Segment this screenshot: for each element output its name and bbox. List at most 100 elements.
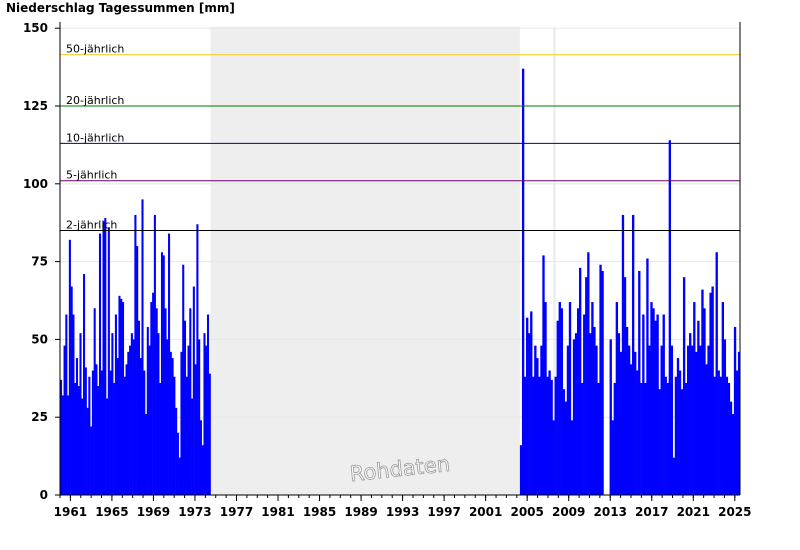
bar-0-3 <box>65 314 68 495</box>
y-tick-label-0: 0 <box>40 488 48 502</box>
bar-0-2 <box>63 345 66 495</box>
bar-1-27 <box>574 333 578 495</box>
bar-0-62 <box>169 351 172 495</box>
bar-0-28 <box>109 370 112 495</box>
bar-1-87 <box>697 320 700 495</box>
bar-0-23 <box>100 370 103 495</box>
bar-1-72 <box>666 382 669 495</box>
bar-1-66 <box>654 320 657 495</box>
bar-1-100 <box>723 339 727 495</box>
bar-1-95 <box>713 376 716 495</box>
bar-1-106 <box>735 370 739 495</box>
bar-0-45 <box>139 358 142 495</box>
bar-0-19 <box>93 308 96 495</box>
y-tick-label-1: 25 <box>31 410 48 424</box>
bar-0-69 <box>182 264 185 495</box>
bar-1-20 <box>560 308 564 495</box>
return-period-lines: 50-jährlich 20-jährlich 10-jährlich 5-jährl… <box>60 43 740 231</box>
bar-1-74 <box>670 345 674 495</box>
bar-0-75 <box>192 286 195 495</box>
bar-1-79 <box>680 389 684 495</box>
bar-1-103 <box>729 401 733 495</box>
bar-0-61 <box>168 233 171 496</box>
bar-1-29 <box>579 267 582 495</box>
bar-0-77 <box>196 224 199 495</box>
bar-0-34 <box>120 298 123 495</box>
bar-1-59 <box>640 382 643 495</box>
bar-1-62 <box>646 258 649 495</box>
y-tick-label-3: 75 <box>31 255 48 269</box>
bar-1-44 <box>609 339 612 495</box>
bar-1-21 <box>562 389 566 495</box>
bar-1-10 <box>540 345 543 495</box>
bar-1-38 <box>597 382 600 495</box>
bar-0-6 <box>70 286 73 495</box>
bar-1-47 <box>615 302 619 495</box>
bar-1-17 <box>554 376 557 495</box>
bar-1-86 <box>695 351 698 495</box>
bar-1-9 <box>538 376 541 495</box>
y-tick-label-2: 50 <box>31 332 48 346</box>
bar-0-30 <box>113 382 116 495</box>
axes: 0 25 50 75 100 125 150 1961 1965 1969 1973 1977 1981… <box>23 21 752 519</box>
bar-0-42 <box>134 214 137 495</box>
bar-1-53 <box>627 345 631 495</box>
bar-1-12 <box>544 302 547 495</box>
bar-0-44 <box>137 320 140 495</box>
bar-0-64 <box>173 376 176 495</box>
bar-0-33 <box>118 295 121 495</box>
bar-0-4 <box>67 395 70 495</box>
x-tick-label-0: 1961 <box>54 505 87 519</box>
bar-0-10 <box>77 386 80 495</box>
bar-0-7 <box>72 314 75 495</box>
bar-0-31 <box>114 314 117 495</box>
bar-1-31 <box>583 314 586 495</box>
bar-1-11 <box>542 255 545 495</box>
bar-0-17 <box>90 426 93 495</box>
bar-1-107 <box>737 351 741 495</box>
bar-0-15 <box>86 407 89 495</box>
bar-1-26 <box>572 339 576 495</box>
bar-0-82 <box>205 345 208 495</box>
bar-1-22 <box>564 401 568 495</box>
bar-1-85 <box>693 302 696 495</box>
bar-1-51 <box>623 277 627 495</box>
x-tick-label-16: 2025 <box>718 505 751 519</box>
bar-1-102 <box>727 382 731 495</box>
bar-0-48 <box>145 414 148 495</box>
x-tick-label-8: 1993 <box>386 505 419 519</box>
bar-1-69 <box>660 345 663 495</box>
bar-0-40 <box>130 333 133 495</box>
bar-1-77 <box>676 358 680 495</box>
bar-0-50 <box>148 345 151 495</box>
bar-1-57 <box>636 370 639 495</box>
bar-1-30 <box>581 382 584 495</box>
x-tick-label-5: 1981 <box>261 505 294 519</box>
bar-0-37 <box>125 364 128 495</box>
bar-0-57 <box>160 252 164 495</box>
bar-1-73 <box>668 140 672 495</box>
bar-0-52 <box>152 292 155 495</box>
bar-1-34 <box>589 333 592 495</box>
x-tick-label-4: 1977 <box>220 505 253 519</box>
x-tick-label-6: 1985 <box>303 505 336 519</box>
x-tick-label-10: 2001 <box>469 505 502 519</box>
bar-0-59 <box>164 308 167 495</box>
bar-1-97 <box>717 370 720 495</box>
bar-0-9 <box>75 358 79 495</box>
bar-0-84 <box>208 373 211 495</box>
no-data-period-1 <box>553 26 556 495</box>
bar-1-78 <box>678 370 682 495</box>
threshold-label-2: 10-jährlich <box>66 131 124 144</box>
bar-1-65 <box>652 308 655 495</box>
bar-1-76 <box>674 376 678 495</box>
bar-0-78 <box>198 339 201 495</box>
bar-0-1 <box>61 395 64 495</box>
bar-0-12 <box>81 398 84 495</box>
bar-0-60 <box>166 339 169 495</box>
bar-1-83 <box>689 333 692 495</box>
bar-1-105 <box>733 326 737 495</box>
bar-1-35 <box>591 302 594 495</box>
chart-title: Niederschlag Tagessummen [mm] <box>6 1 235 15</box>
